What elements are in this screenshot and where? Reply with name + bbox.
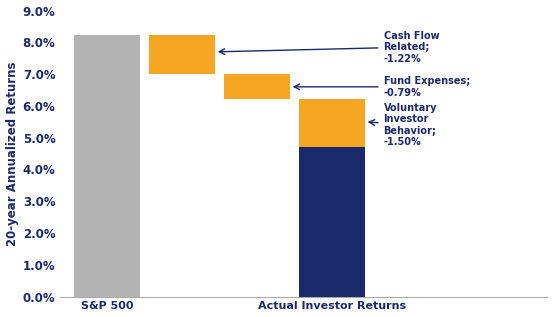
Text: Voluntary
Investor
Behavior;
-1.50%: Voluntary Investor Behavior; -1.50% [369,103,437,147]
Bar [75,35,140,297]
Bar [299,99,365,146]
Bar [299,146,365,297]
Bar [149,35,215,74]
Bar [225,74,290,99]
Text: Cash Flow
Related;
-1.22%: Cash Flow Related; -1.22% [219,30,439,64]
Y-axis label: 20-year Annualized Returns: 20-year Annualized Returns [6,61,19,246]
Text: Fund Expenses;
-0.79%: Fund Expenses; -0.79% [294,76,469,98]
